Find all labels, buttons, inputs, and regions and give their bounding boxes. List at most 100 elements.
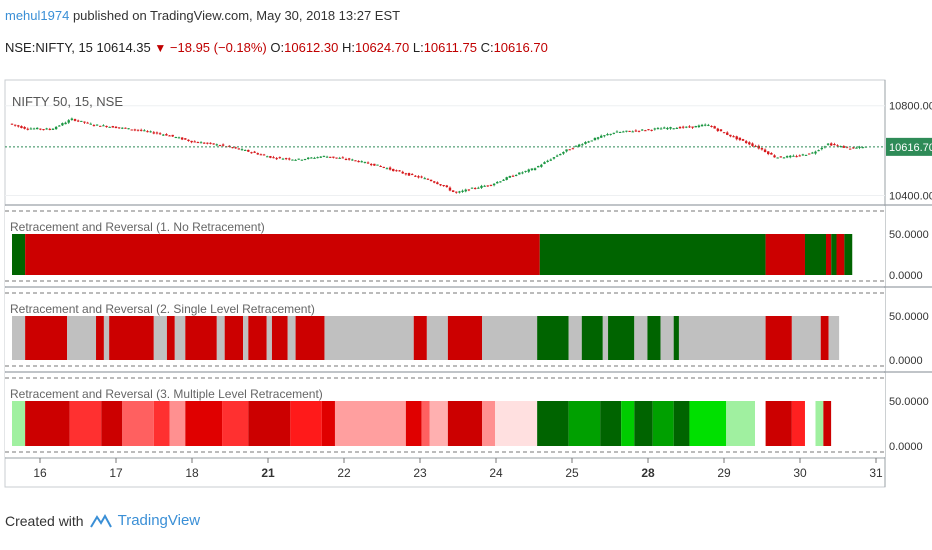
candle-body	[836, 145, 839, 147]
candle-body	[480, 185, 483, 188]
candle-body	[407, 173, 411, 176]
candle-body	[306, 157, 310, 159]
candle-body	[448, 187, 452, 191]
candle-body	[23, 126, 26, 129]
candle-body	[505, 177, 508, 180]
indicator-bar	[25, 316, 68, 360]
indicator-bar	[12, 401, 26, 446]
candle-body	[294, 159, 297, 161]
indicator-bar	[660, 316, 674, 360]
candle-body	[559, 154, 562, 156]
close-label: C:	[480, 40, 494, 55]
candle-body	[722, 132, 726, 134]
tradingview-logo-icon	[89, 513, 112, 528]
candle-body	[779, 156, 783, 158]
indicator-bar	[295, 316, 325, 360]
candle-body	[770, 152, 773, 155]
indicator-bar	[482, 401, 496, 446]
indicator-bar	[96, 316, 104, 360]
candle-body	[842, 146, 846, 148]
candle-body	[51, 128, 55, 130]
candle-body	[10, 123, 14, 125]
candle-body	[726, 132, 729, 135]
indicator-bar	[820, 316, 829, 360]
candle-body	[99, 125, 102, 127]
candle-body	[499, 181, 502, 183]
time-axis[interactable]: 16 17 18 21 22 23 24 25 28 29 30 31	[33, 458, 883, 480]
candle-body	[537, 166, 540, 168]
candle-body	[17, 125, 20, 127]
indicator-bar	[25, 234, 540, 275]
candle-body	[685, 126, 688, 128]
price-axis[interactable]: 10800.00 10400.00 10616.70	[886, 101, 932, 203]
candle-body	[48, 128, 52, 130]
author-link[interactable]: mehul1974	[5, 8, 70, 23]
indicator-bar	[248, 316, 267, 360]
candle-body	[86, 122, 89, 124]
candle-body	[587, 141, 590, 143]
current-price-label: 10616.70	[889, 142, 932, 154]
indicator-bar	[421, 401, 430, 446]
current-price-badge	[886, 137, 932, 156]
candle-body	[763, 149, 767, 153]
candle-body	[360, 161, 363, 163]
candle-body	[461, 190, 464, 192]
candle-body	[67, 120, 70, 123]
candle-body	[42, 129, 45, 131]
candle-body	[212, 143, 215, 145]
indicator-bar	[844, 234, 853, 275]
indicator-pane-single-level[interactable]: Retracement and Reversal (2. Single Leve…	[5, 288, 929, 371]
indicator-bar	[153, 316, 167, 360]
candle-body	[672, 128, 675, 130]
candle-body	[612, 132, 616, 134]
candle-body	[565, 149, 568, 152]
indicator-bar	[413, 316, 427, 360]
candle-body	[659, 128, 663, 130]
candle-body	[347, 158, 351, 160]
candle-body	[751, 143, 754, 146]
candle-body	[744, 141, 748, 143]
indicator-tick-label: 50.0000	[889, 396, 929, 408]
indicator-bar	[831, 234, 837, 275]
candle-body	[637, 130, 641, 132]
candle-body	[127, 128, 130, 130]
candle-body	[426, 178, 430, 180]
candle-body	[215, 144, 219, 146]
candle-body	[584, 142, 587, 144]
candle-body	[656, 128, 660, 130]
candle-body	[455, 191, 458, 193]
candle-body	[256, 153, 259, 155]
indicator-bar	[429, 401, 448, 446]
candle-body	[609, 133, 612, 135]
candle-body	[830, 143, 833, 146]
indicator-bar	[426, 316, 448, 360]
indicator-bar	[831, 401, 840, 446]
indicator-bar	[791, 316, 821, 360]
indicator-pane-multiple-level[interactable]: Retracement and Reversal (3. Multiple Le…	[5, 373, 929, 457]
candle-body	[429, 179, 433, 182]
candle-body	[80, 120, 83, 122]
chart-area[interactable]: NIFTY 50, 15, NSE 10800.00 10400.00 10616.…	[0, 0, 932, 500]
indicator-bar	[334, 401, 406, 446]
candle-body	[395, 170, 398, 172]
candle-body	[473, 188, 477, 190]
candle-body	[221, 144, 225, 146]
candle-body	[73, 119, 77, 121]
candle-body	[105, 125, 108, 128]
tradingview-brand[interactable]: TradingView	[117, 512, 201, 529]
price-pane[interactable]	[5, 105, 885, 197]
candle-body	[618, 131, 622, 133]
indicator-bar	[673, 401, 690, 446]
candle-body	[401, 171, 404, 174]
candle-body	[773, 155, 776, 158]
candle-body	[678, 126, 682, 129]
candle-body	[713, 126, 716, 129]
indicator-bar	[823, 401, 832, 446]
indicator-pane-no-retracement[interactable]: Retracement and Reversal (1. No Retracem…	[5, 206, 929, 286]
candle-body	[259, 154, 263, 156]
candle-body	[187, 139, 190, 142]
candle-body	[247, 149, 250, 152]
candle-body	[596, 137, 600, 139]
candle-body	[436, 182, 439, 185]
candle-body	[310, 157, 313, 159]
